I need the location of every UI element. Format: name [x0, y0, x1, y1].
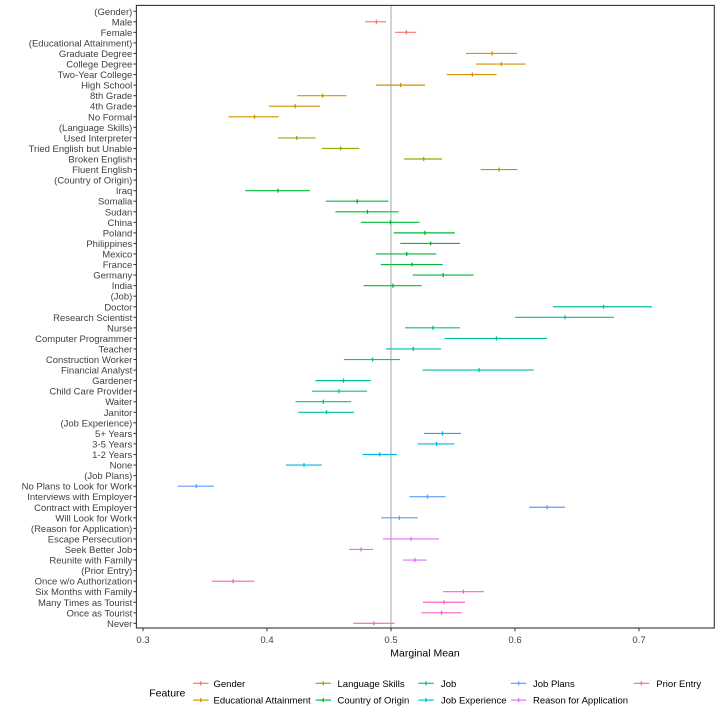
svg-text:(Job Plans): (Job Plans): [84, 471, 132, 482]
svg-text:No Formal: No Formal: [88, 112, 132, 123]
svg-text:Reunite with Family: Reunite with Family: [49, 556, 132, 567]
svg-text:(Language Skills): (Language Skills): [59, 123, 132, 134]
svg-text:0.6: 0.6: [508, 635, 521, 646]
svg-text:Iraq: Iraq: [116, 186, 132, 197]
svg-text:Seek Better Job: Seek Better Job: [65, 545, 133, 556]
svg-text:(Prior Entry): (Prior Entry): [81, 566, 132, 577]
svg-text:Construction Worker: Construction Worker: [46, 355, 132, 366]
svg-text:3-5 Years: 3-5 Years: [92, 439, 132, 450]
svg-text:Used Interpreter: Used Interpreter: [64, 133, 133, 144]
svg-text:Job Plans: Job Plans: [533, 679, 575, 690]
svg-text:5+ Years: 5+ Years: [95, 429, 132, 440]
svg-text:France: France: [103, 260, 133, 271]
svg-text:Never: Never: [107, 619, 132, 630]
svg-text:Gardener: Gardener: [92, 376, 132, 387]
svg-text:Mexico: Mexico: [102, 249, 132, 260]
svg-text:Language Skills: Language Skills: [338, 679, 405, 690]
svg-text:College Degree: College Degree: [66, 60, 132, 71]
svg-text:(Job): (Job): [111, 292, 133, 303]
svg-text:Germany: Germany: [93, 271, 132, 282]
svg-text:Job Experience: Job Experience: [441, 696, 506, 707]
svg-text:China: China: [107, 218, 133, 229]
svg-text:Country of Origin: Country of Origin: [338, 696, 410, 707]
svg-text:Will Look for Work: Will Look for Work: [55, 513, 132, 524]
svg-text:Six Months with Family: Six Months with Family: [35, 587, 132, 598]
svg-text:Two-Year College: Two-Year College: [58, 70, 133, 81]
svg-text:Somalia: Somalia: [98, 197, 133, 208]
svg-text:Philippines: Philippines: [86, 239, 132, 250]
svg-text:Teacher: Teacher: [98, 344, 132, 355]
svg-text:Graduate Degree: Graduate Degree: [59, 49, 132, 60]
svg-text:Many Times as Tourist: Many Times as Tourist: [38, 598, 133, 609]
svg-text:Once w/o Authorization: Once w/o Authorization: [35, 577, 133, 588]
svg-text:0.5: 0.5: [384, 635, 397, 646]
svg-text:1-2 Years: 1-2 Years: [92, 450, 132, 461]
svg-text:0.3: 0.3: [136, 635, 149, 646]
svg-text:Doctor: Doctor: [104, 302, 132, 313]
svg-text:High School: High School: [81, 81, 132, 92]
svg-text:Prior Entry: Prior Entry: [656, 679, 701, 690]
svg-text:Contract with Employer: Contract with Employer: [34, 503, 132, 514]
svg-text:(Reason for Application): (Reason for Application): [31, 524, 132, 535]
svg-text:Financial Analyst: Financial Analyst: [61, 366, 133, 377]
svg-text:Marginal Mean: Marginal Mean: [390, 648, 460, 660]
svg-text:Nurse: Nurse: [107, 323, 132, 334]
svg-text:None: None: [110, 461, 133, 472]
svg-text:Fluent English: Fluent English: [72, 165, 132, 176]
svg-text:0.7: 0.7: [632, 635, 645, 646]
svg-text:8th Grade: 8th Grade: [90, 91, 132, 102]
svg-text:(Job Experience): (Job Experience): [60, 418, 132, 429]
svg-text:Female: Female: [101, 28, 133, 39]
svg-text:Gender: Gender: [214, 679, 246, 690]
svg-text:Broken English: Broken English: [68, 155, 132, 166]
svg-text:Computer Programmer: Computer Programmer: [35, 334, 132, 345]
svg-text:India: India: [112, 281, 133, 292]
svg-text:(Gender): (Gender): [94, 7, 132, 18]
svg-text:Janitor: Janitor: [104, 408, 133, 419]
svg-text:Sudan: Sudan: [105, 207, 132, 218]
svg-text:Poland: Poland: [103, 228, 133, 239]
svg-text:Male: Male: [112, 17, 133, 28]
svg-text:Once as Tourist: Once as Tourist: [66, 608, 132, 619]
svg-text:Job: Job: [441, 679, 456, 690]
svg-text:Reason for Application: Reason for Application: [533, 696, 628, 707]
svg-text:Waiter: Waiter: [105, 397, 132, 408]
svg-text:Child Care Provider: Child Care Provider: [49, 387, 132, 398]
svg-text:Feature: Feature: [149, 687, 185, 699]
svg-text:Escape Persecution: Escape Persecution: [48, 534, 133, 545]
svg-text:(Country of Origin): (Country of Origin): [54, 176, 132, 187]
svg-text:No Plans to Look for Work: No Plans to Look for Work: [22, 482, 133, 493]
svg-text:Educational Attainment: Educational Attainment: [214, 696, 312, 707]
svg-text:0.4: 0.4: [260, 635, 273, 646]
svg-text:Tried English but Unable: Tried English but Unable: [29, 144, 133, 155]
svg-text:Research Scientist: Research Scientist: [53, 313, 133, 324]
svg-text:(Educational Attainment): (Educational Attainment): [29, 38, 133, 49]
svg-text:4th Grade: 4th Grade: [90, 102, 132, 113]
svg-text:Interviews with Employer: Interviews with Employer: [27, 492, 132, 503]
